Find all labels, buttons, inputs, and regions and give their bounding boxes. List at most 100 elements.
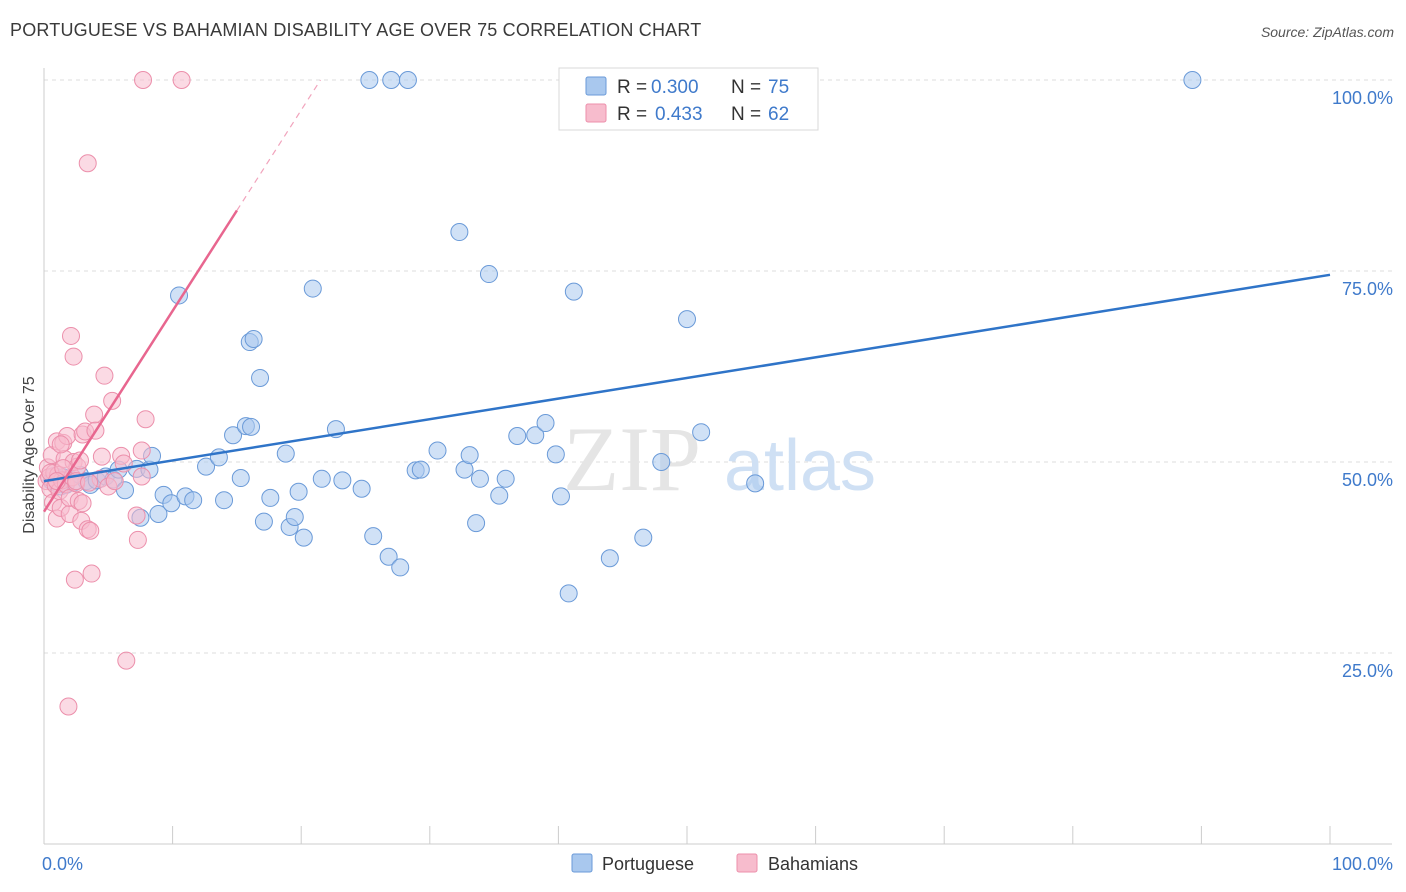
portuguese-point — [428, 441, 447, 460]
chart-title: PORTUGUESE VS BAHAMIAN DISABILITY AGE OV… — [10, 20, 702, 40]
bahamian-point — [172, 71, 191, 89]
x-tick-label-min: 0.0% — [42, 854, 83, 874]
portuguese-point — [467, 514, 486, 533]
watermark: ZIP atlas — [563, 408, 876, 510]
legend-r-label-bahamian: R = — [617, 104, 647, 125]
portuguese-point — [496, 469, 515, 488]
portuguese-point — [360, 71, 379, 89]
portuguese-point — [559, 584, 578, 603]
bahamian-point — [64, 347, 83, 366]
portuguese-point — [652, 453, 671, 471]
legend-n-value-bahamian: 62 — [768, 104, 789, 125]
portuguese-point — [470, 469, 489, 488]
bahamian-point — [82, 564, 101, 583]
x-tick-label-max: 100.0% — [1332, 854, 1393, 874]
y-tick-label: 25.0% — [1342, 661, 1393, 681]
portuguese-point — [364, 527, 383, 546]
y-tick-label: 50.0% — [1342, 470, 1393, 490]
portuguese-point — [411, 460, 430, 479]
legend-r-value-bahamian: 0.433 — [655, 104, 703, 125]
legend-r-label-portuguese: R = — [617, 77, 647, 98]
bottom-legend-swatch-portuguese — [571, 853, 593, 873]
portuguese-point — [526, 426, 545, 445]
legend-n-label-bahamian: N = — [731, 104, 761, 125]
portuguese-point — [170, 286, 189, 305]
bahamian-point — [105, 472, 124, 491]
y-tick-label: 75.0% — [1342, 279, 1393, 299]
bottom-legend: Portuguese Bahamians — [571, 853, 858, 874]
bottom-legend-label-bahamian: Bahamians — [768, 854, 858, 874]
bahamian-point — [62, 326, 81, 345]
portuguese-point — [261, 488, 280, 507]
portuguese-point — [215, 491, 234, 510]
bahamian-point — [73, 494, 92, 513]
portuguese-point — [564, 282, 583, 301]
bahamian-point — [59, 697, 78, 716]
portuguese-point — [692, 423, 711, 442]
portuguese-point — [224, 426, 243, 445]
bahamian-point — [95, 366, 114, 385]
bahamian-point — [132, 441, 151, 460]
portuguese-point — [244, 329, 263, 348]
portuguese-point — [536, 414, 555, 433]
portuguese-point — [289, 482, 308, 501]
portuguese-point — [333, 471, 352, 490]
portuguese-point — [242, 417, 261, 436]
axes — [43, 68, 1392, 845]
legend-r-value-portuguese: 0.300 — [651, 77, 699, 98]
portuguese-point — [1183, 71, 1202, 89]
portuguese-point — [254, 512, 273, 531]
portuguese-point — [382, 71, 401, 89]
portuguese-point — [379, 547, 398, 566]
legend-n-value-portuguese: 75 — [768, 77, 789, 98]
portuguese-point — [197, 457, 216, 476]
portuguese-point — [600, 549, 619, 568]
portuguese-point — [490, 486, 509, 505]
portuguese-point — [251, 368, 270, 387]
portuguese-trend-line — [43, 273, 1331, 483]
portuguese-point — [391, 558, 410, 577]
portuguese-points — [42, 71, 1202, 603]
top-legend: R = 0.300 N = 75 R = 0.433 N = 62 — [558, 67, 819, 131]
trend-lines — [42, 79, 1331, 513]
bahamian-points — [37, 71, 191, 716]
y-axis-label: Disability Age Over 75 — [21, 376, 38, 534]
bottom-legend-swatch-bahamian — [736, 853, 758, 873]
bahamian-point — [127, 506, 146, 525]
portuguese-point — [460, 446, 479, 465]
x-tick-labels: 0.0% 100.0% — [42, 854, 1393, 874]
portuguese-point — [231, 469, 250, 488]
bahamian-point — [80, 473, 99, 492]
bahamian-point — [51, 435, 70, 454]
bahamian-point — [136, 410, 155, 429]
portuguese-point — [551, 487, 570, 506]
bahamian-point — [85, 405, 104, 424]
bahamian-trend-line — [42, 209, 238, 513]
portuguese-point — [546, 445, 565, 464]
portuguese-point — [450, 223, 469, 242]
bahamian-point — [128, 530, 147, 549]
y-tick-label: 100.0% — [1332, 88, 1393, 108]
portuguese-point — [312, 469, 331, 488]
bahamian-point — [78, 154, 97, 173]
watermark-atlas: atlas — [724, 426, 876, 506]
bahamian-point — [65, 570, 84, 589]
portuguese-point — [352, 479, 371, 498]
portuguese-point — [634, 528, 653, 547]
bahamian-trend-extension — [236, 79, 321, 211]
portuguese-point — [479, 265, 498, 284]
grid-lines — [44, 79, 1392, 654]
portuguese-point — [678, 310, 696, 329]
legend-swatch-bahamian — [585, 103, 607, 123]
legend-n-label-portuguese: N = — [731, 77, 761, 98]
bottom-legend-label-portuguese: Portuguese — [602, 854, 694, 874]
bahamian-point — [92, 447, 111, 466]
source-label: Source: ZipAtlas.com — [1260, 24, 1394, 40]
bahamian-point — [81, 521, 100, 540]
bahamian-point — [132, 467, 151, 486]
portuguese-point — [294, 528, 313, 547]
bahamian-point — [71, 451, 90, 470]
portuguese-point — [184, 491, 203, 510]
portuguese-point — [398, 71, 417, 89]
